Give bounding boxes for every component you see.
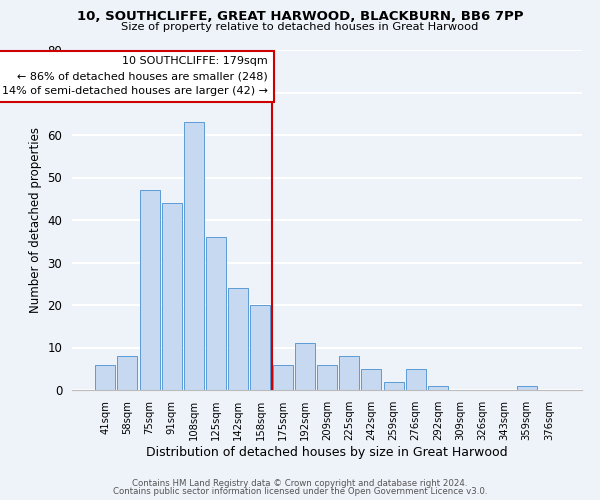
Bar — [428, 386, 448, 390]
Text: Contains public sector information licensed under the Open Government Licence v3: Contains public sector information licen… — [113, 488, 487, 496]
Text: 10 SOUTHCLIFFE: 179sqm
← 86% of detached houses are smaller (248)
14% of semi-de: 10 SOUTHCLIFFE: 179sqm ← 86% of detached… — [2, 56, 268, 96]
Bar — [206, 237, 226, 390]
Bar — [272, 364, 293, 390]
Bar — [250, 305, 271, 390]
Bar — [228, 288, 248, 390]
Bar — [517, 386, 536, 390]
X-axis label: Distribution of detached houses by size in Great Harwood: Distribution of detached houses by size … — [146, 446, 508, 458]
Y-axis label: Number of detached properties: Number of detached properties — [29, 127, 42, 313]
Bar — [95, 364, 115, 390]
Bar — [140, 190, 160, 390]
Bar — [361, 369, 382, 390]
Bar — [162, 203, 182, 390]
Bar — [339, 356, 359, 390]
Bar — [184, 122, 204, 390]
Bar — [383, 382, 404, 390]
Text: Size of property relative to detached houses in Great Harwood: Size of property relative to detached ho… — [121, 22, 479, 32]
Bar — [118, 356, 137, 390]
Text: Contains HM Land Registry data © Crown copyright and database right 2024.: Contains HM Land Registry data © Crown c… — [132, 478, 468, 488]
Bar — [317, 364, 337, 390]
Bar — [406, 369, 426, 390]
Text: 10, SOUTHCLIFFE, GREAT HARWOOD, BLACKBURN, BB6 7PP: 10, SOUTHCLIFFE, GREAT HARWOOD, BLACKBUR… — [77, 10, 523, 23]
Bar — [295, 343, 315, 390]
